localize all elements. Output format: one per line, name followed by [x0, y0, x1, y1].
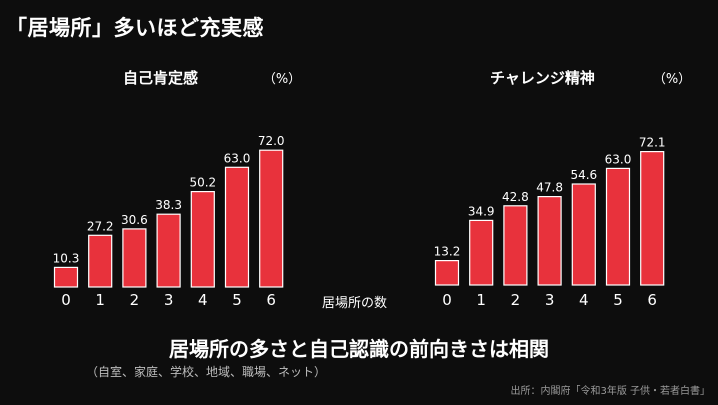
bar: [605, 167, 631, 286]
tick-label: 3: [164, 291, 174, 309]
chart-1: 自己肯定感 （%） 10.3 0 27.2 1 30.6 2 38.3 3 50.2 4 63.0 5 72…: [53, 69, 302, 309]
tick-label: 6: [647, 291, 657, 309]
tick-label: 0: [61, 291, 71, 309]
chart-unit: （%）: [653, 72, 691, 87]
bar: [88, 234, 113, 288]
data-label: 72.0: [258, 134, 285, 148]
conclusion-text: 居場所の多さと自己認識の前向きさは相関: [169, 337, 549, 361]
tick-label: 6: [266, 291, 276, 309]
bar: [537, 196, 562, 286]
bar: [156, 213, 181, 288]
bar: [640, 151, 665, 286]
data-label: 34.9: [468, 204, 495, 218]
tick-label: 0: [442, 291, 452, 309]
chart-title: チャレンジ精神: [490, 69, 595, 87]
bar: [259, 149, 284, 288]
bar: [122, 228, 147, 288]
data-label: 47.8: [536, 181, 563, 195]
data-label: 42.8: [502, 190, 529, 204]
location-note: （自室、家庭、学校、地域、職場、ネット）: [86, 365, 327, 379]
data-label: 27.2: [87, 219, 114, 233]
data-label: 50.2: [189, 176, 216, 190]
tick-label: 2: [130, 291, 140, 309]
chart-title: 自己肯定感: [123, 69, 198, 87]
bar: [434, 260, 460, 286]
source-credit: 出所：内閣府「令和3年版 子供・若者白書」: [510, 386, 710, 397]
data-label: 63.0: [605, 152, 632, 166]
tick-label: 3: [545, 291, 555, 309]
bar: [503, 205, 528, 286]
x-axis-caption: 居場所の数: [322, 296, 388, 311]
bar: [469, 219, 494, 286]
data-label: 54.6: [570, 168, 597, 182]
bar: [190, 191, 215, 288]
data-label: 63.0: [224, 151, 251, 165]
tick-label: 5: [613, 291, 623, 309]
bar: [571, 183, 596, 286]
chart-unit: （%）: [263, 72, 301, 87]
headline: 「居場所」多いほど充実感: [6, 16, 264, 40]
chart-2: チャレンジ精神 （%） 13.2 0 34.9 1 42.8 2 47.8 3 54.6 4 63.0 5…: [434, 69, 692, 309]
tick-label: 4: [579, 291, 589, 309]
bar: [224, 166, 250, 288]
tick-label: 4: [198, 291, 208, 309]
tick-label: 5: [232, 291, 242, 309]
data-label: 13.2: [434, 245, 461, 259]
data-label: 30.6: [121, 213, 148, 227]
tick-label: 1: [95, 291, 105, 309]
data-label: 10.3: [53, 251, 80, 265]
tick-label: 1: [476, 291, 486, 309]
data-label: 72.1: [639, 136, 666, 150]
tick-label: 2: [511, 291, 521, 309]
data-label: 38.3: [155, 198, 182, 212]
bar: [53, 266, 79, 288]
